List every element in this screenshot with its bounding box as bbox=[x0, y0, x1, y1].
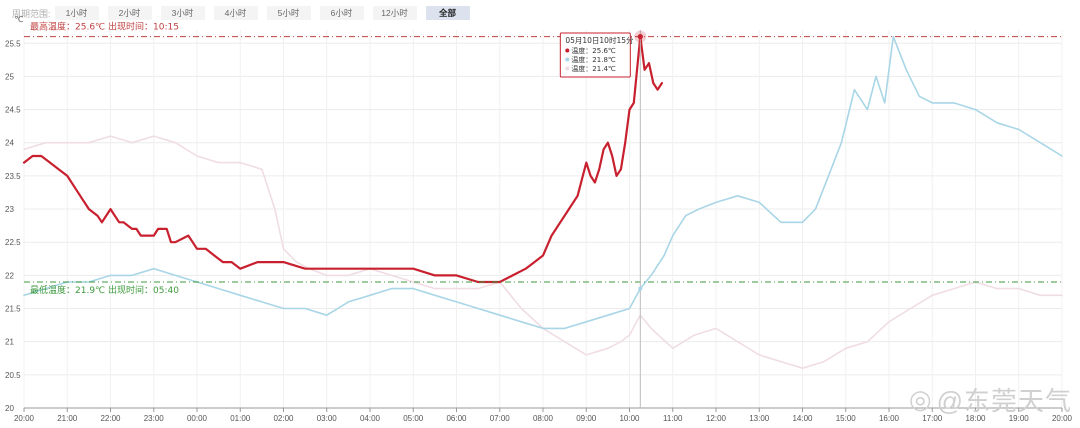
x-tick-label: 22:00 bbox=[100, 414, 121, 423]
x-tick-label: 17:00 bbox=[922, 414, 943, 423]
x-tick-label: 08:00 bbox=[533, 414, 554, 423]
x-tick-label: 20:00 bbox=[1052, 414, 1073, 423]
tooltip-box bbox=[559, 32, 631, 78]
y-tick-label: 24 bbox=[5, 139, 14, 148]
y-tick-label: 24.5 bbox=[5, 106, 21, 115]
x-tick-label: 20:00 bbox=[14, 414, 35, 423]
series-line-current bbox=[22, 35, 664, 284]
tooltip-legend-dot bbox=[565, 57, 570, 62]
x-tick-label: 21:00 bbox=[57, 414, 78, 423]
range-option-5h[interactable]: 5小时 bbox=[266, 6, 311, 20]
y-tick-label: 20 bbox=[5, 404, 14, 413]
y-tick-label: 20.5 bbox=[5, 371, 21, 380]
x-tick-label: 16:00 bbox=[879, 414, 900, 423]
x-tick-label: 23:00 bbox=[144, 414, 165, 423]
tooltip-legend-dot bbox=[565, 48, 570, 53]
range-option-3h[interactable]: 3小时 bbox=[160, 6, 205, 20]
range-option-6h[interactable]: 6小时 bbox=[319, 6, 364, 20]
x-tick-label: 04:00 bbox=[360, 414, 381, 423]
chart-axes: 20 20.5 21 21.5 22 22.5 23 23.5 24 24.5 25 25.5 ℃ 20:… bbox=[5, 15, 1073, 423]
x-tick-label: 14:00 bbox=[792, 414, 813, 423]
y-tick-label: 23 bbox=[5, 205, 14, 214]
x-tick-label: 00:00 bbox=[187, 414, 208, 423]
x-tick-label: 11:00 bbox=[663, 414, 683, 423]
min-annotation: 最低温度：21.9℃ 出现时间：05:40 bbox=[30, 284, 179, 296]
range-option-2h[interactable]: 2小时 bbox=[107, 6, 152, 20]
y-tick-label: 23.5 bbox=[5, 172, 21, 181]
y-axis-unit: ℃ bbox=[15, 15, 24, 24]
y-tick-label: 21.5 bbox=[5, 305, 21, 314]
x-tick-label: 05:00 bbox=[403, 414, 424, 423]
tooltip-legend-dot bbox=[565, 66, 570, 71]
range-option-4h[interactable]: 4小时 bbox=[213, 6, 258, 20]
tooltip-line: 温度：21.4℃ bbox=[571, 64, 616, 73]
series-line-dew bbox=[23, 35, 1063, 330]
range-option-12h[interactable]: 12小时 bbox=[372, 6, 417, 20]
x-tick-label: 19:00 bbox=[1009, 414, 1030, 423]
y-tick-label: 25 bbox=[5, 72, 14, 81]
watermark-text: @东莞天气 bbox=[936, 386, 1072, 416]
x-tick-label: 15:00 bbox=[836, 414, 857, 423]
tooltip-line: 温度：21.8℃ bbox=[571, 55, 616, 64]
tooltip-point-dew bbox=[638, 286, 643, 291]
tooltip-point-current bbox=[637, 34, 643, 40]
chart-series bbox=[22, 35, 1063, 370]
x-tick-label: 12:00 bbox=[706, 414, 727, 423]
range-selector-label: 周期范围: bbox=[12, 8, 51, 19]
x-tick-label: 13:00 bbox=[749, 414, 770, 423]
x-tick-label: 06:00 bbox=[446, 414, 467, 423]
range-option-all[interactable]: 全部 bbox=[425, 6, 470, 20]
x-tick-label: 09:00 bbox=[576, 414, 597, 423]
x-tick-label: 10:00 bbox=[619, 414, 640, 423]
tooltip-title: 05月10日10时15分 bbox=[565, 35, 634, 45]
x-tick-label: 07:00 bbox=[490, 414, 511, 423]
max-annotation: 最高温度：25.6℃ 出现时间：10:15 bbox=[30, 21, 179, 33]
chart-reference-lines: 最高温度：25.6℃ 出现时间：10:15 最低温度：21.9℃ 出现时间：05:… bbox=[24, 21, 1062, 296]
y-tick-label: 25.5 bbox=[5, 39, 21, 48]
range-option-1h[interactable]: 1小时 bbox=[54, 6, 99, 20]
tooltip-line: 温度：25.6℃ bbox=[571, 46, 616, 55]
y-tick-label: 22 bbox=[5, 271, 14, 280]
x-tick-label: 03:00 bbox=[317, 414, 338, 423]
y-tick-label: 21 bbox=[5, 338, 14, 347]
x-tick-label: 01:00 bbox=[230, 414, 251, 423]
range-selector: 周期范围: 1小时 2小时 3小时 4小时 5小时 6小时 12小时 全部 bbox=[12, 5, 479, 21]
weibo-icon: ◎ bbox=[908, 384, 933, 414]
x-tick-label: 18:00 bbox=[965, 414, 986, 423]
x-tick-label: 02:00 bbox=[273, 414, 294, 423]
chart-grid bbox=[23, 30, 1063, 409]
y-tick-label: 22.5 bbox=[5, 238, 21, 247]
watermark: ◎ @东莞天气 bbox=[909, 381, 1072, 418]
